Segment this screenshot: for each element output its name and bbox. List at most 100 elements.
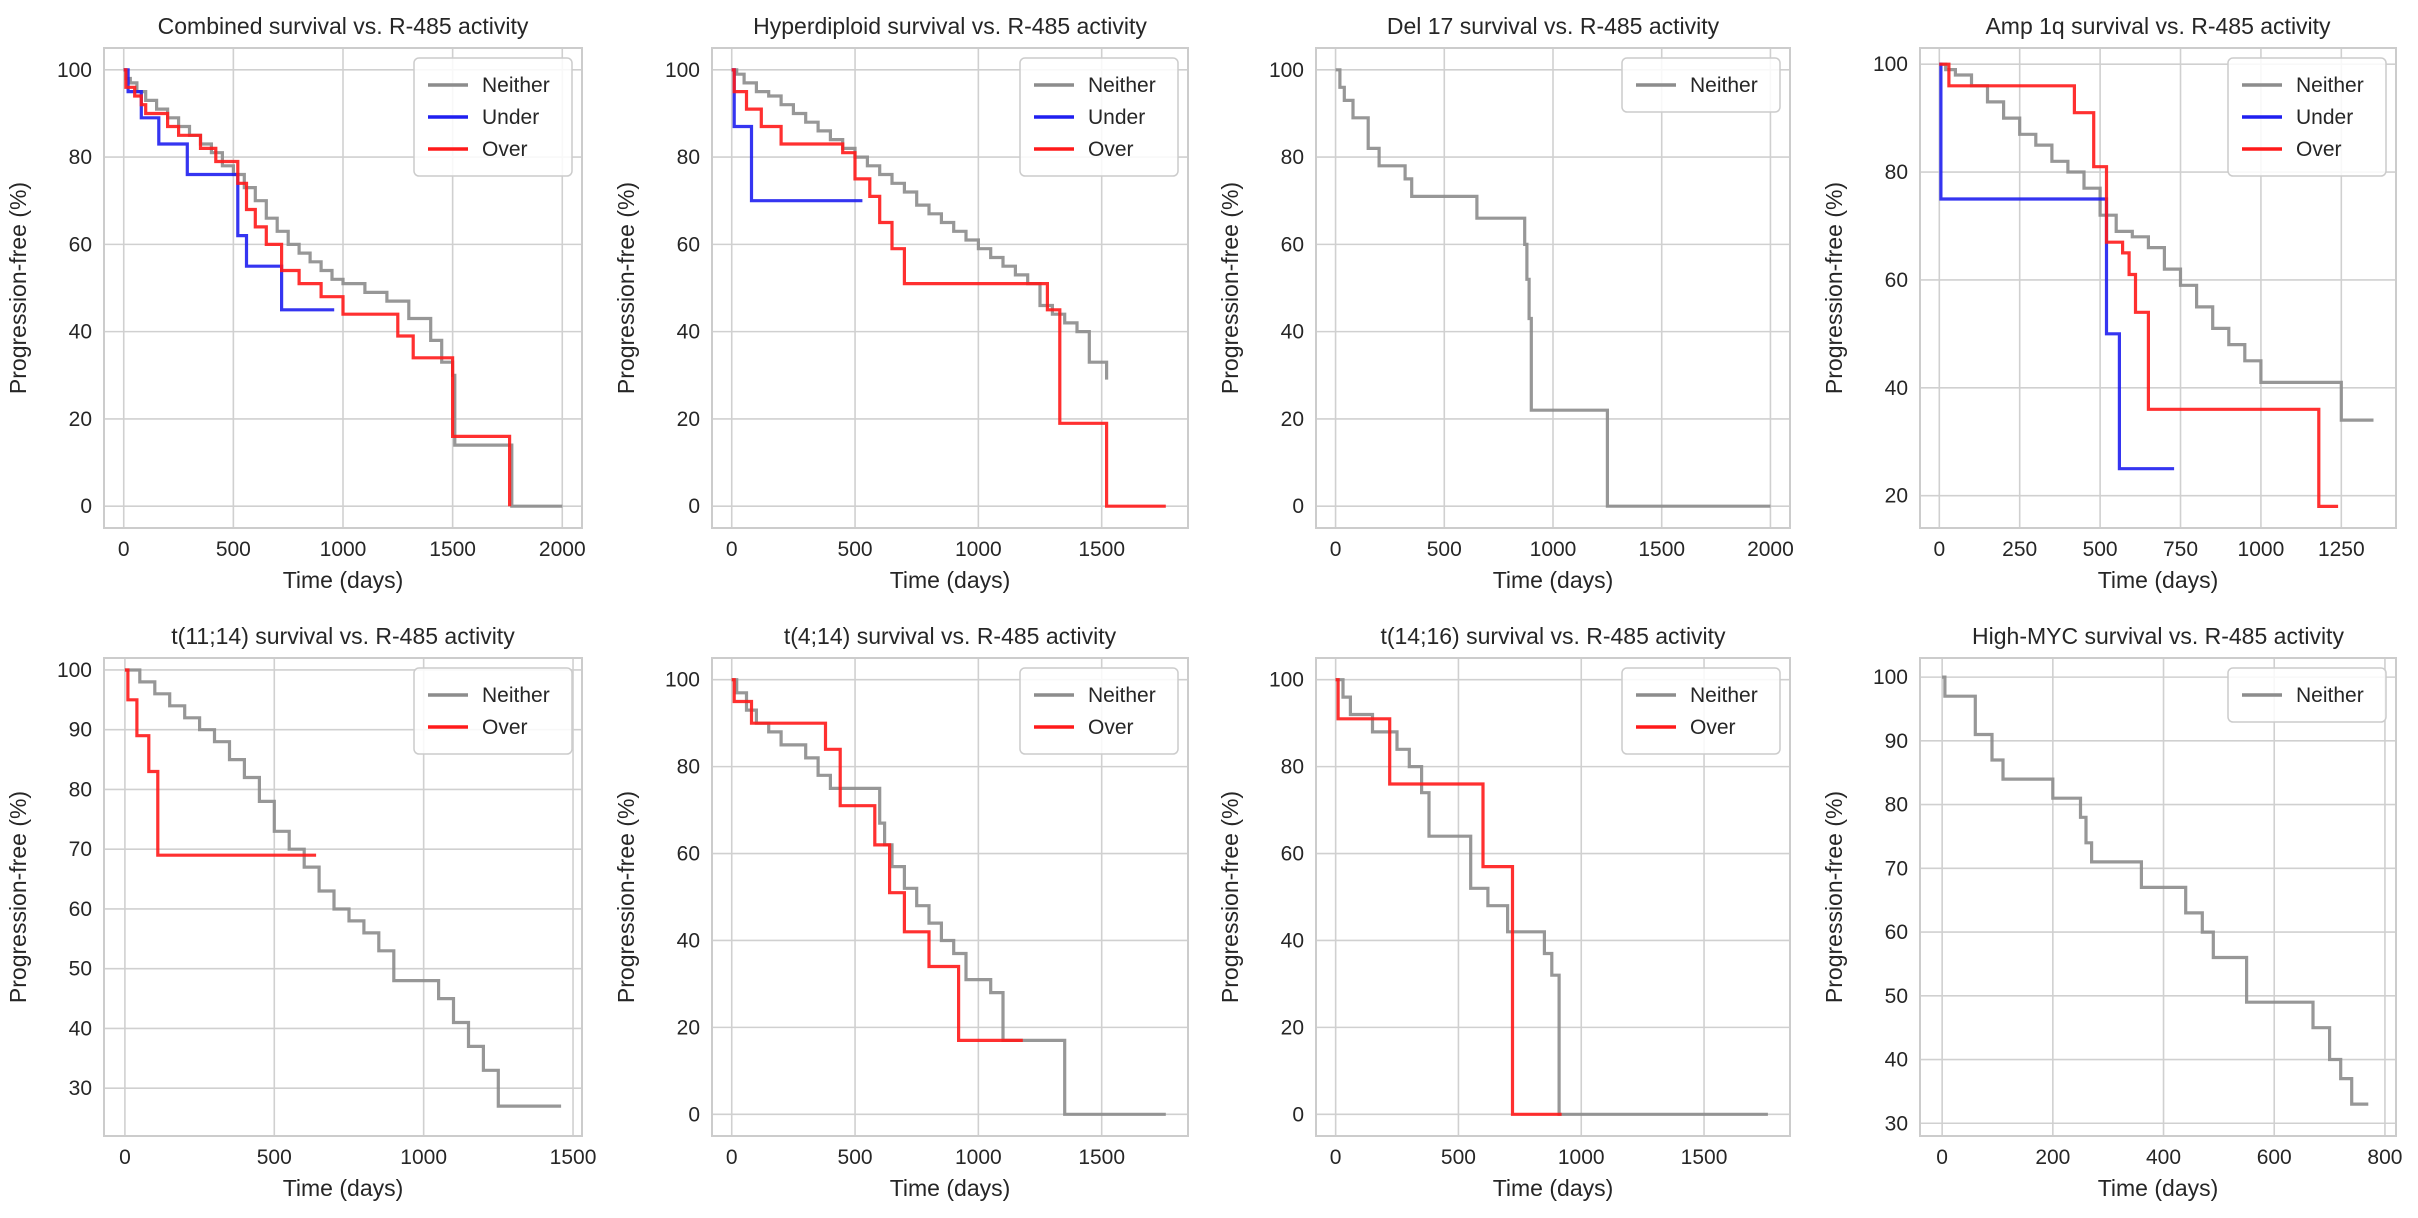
y-tick-label: 50	[1885, 985, 1908, 1008]
legend-label: Under	[1088, 106, 1145, 129]
legend-label: Neither	[482, 684, 550, 707]
plot-frame	[1919, 657, 2397, 1137]
y-axis-label: Progression-free (%)	[1821, 182, 1847, 394]
x-tick-label: 1000	[320, 538, 367, 561]
y-tick-label: 20	[1281, 408, 1304, 431]
legend-label: Over	[1088, 138, 1134, 161]
series-line-neither	[1335, 68, 1771, 508]
y-axis-label: Progression-free (%)	[613, 791, 639, 1003]
x-axis-label: Time (days)	[2098, 1175, 2219, 1201]
y-tick-label: 60	[1281, 233, 1304, 256]
chart-panel-7: 0 500 1000 1500 0 20 40 60 80 100 t(14;16) surviva…	[1217, 623, 1791, 1201]
y-axis-label: Progression-free (%)	[5, 791, 31, 1003]
y-tick-label: 100	[1269, 669, 1304, 692]
y-tick-label: 40	[69, 1017, 92, 1040]
y-tick-label: 0	[1292, 495, 1304, 518]
legend-label: Neither	[1690, 74, 1758, 97]
legend-label: Neither	[2296, 74, 2364, 97]
x-tick-label: 2000	[539, 538, 586, 561]
y-tick-label: 30	[1885, 1112, 1908, 1135]
x-tick-label: 0	[1330, 538, 1342, 561]
legend-label: Over	[1690, 716, 1736, 739]
y-tick-label: 40	[1281, 321, 1304, 344]
y-tick-label: 60	[1885, 921, 1908, 944]
y-tick-label: 60	[677, 233, 700, 256]
x-tick-label: 1500	[550, 1146, 597, 1169]
x-tick-label: 500	[1441, 1146, 1476, 1169]
x-axis-label: Time (days)	[1493, 1175, 1614, 1201]
series-line-neither	[1939, 62, 2374, 422]
x-tick-label: 1000	[955, 538, 1002, 561]
x-tick-label: 1000	[400, 1146, 447, 1169]
y-tick-label: 60	[1281, 843, 1304, 866]
x-tick-label: 0	[1330, 1146, 1342, 1169]
legend-label: Under	[2296, 106, 2353, 129]
x-tick-label: 800	[2367, 1146, 2402, 1169]
y-tick-label: 100	[1873, 53, 1908, 76]
legend-box	[1621, 57, 1781, 113]
y-tick-label: 100	[57, 59, 92, 82]
x-axis-label: Time (days)	[1493, 567, 1614, 593]
legend-label: Over	[2296, 138, 2342, 161]
y-tick-label: 100	[57, 659, 92, 682]
x-tick-label: 500	[1427, 538, 1462, 561]
y-tick-label: 80	[677, 146, 700, 169]
series-line-over	[1335, 678, 1562, 1116]
plot-frame	[711, 657, 1189, 1137]
y-tick-label: 70	[69, 838, 92, 861]
series-line-under	[1939, 62, 2175, 471]
legend: Neither Over	[1019, 667, 1179, 755]
plot-frame	[1919, 47, 2397, 529]
plot-frame	[1315, 657, 1791, 1137]
x-tick-label: 500	[2083, 538, 2118, 561]
legend-label: Neither	[2296, 684, 2364, 707]
y-tick-label: 20	[1885, 485, 1908, 508]
legend-box	[413, 667, 573, 755]
y-axis-label: Progression-free (%)	[1217, 791, 1243, 1003]
x-tick-label: 1000	[1558, 1146, 1605, 1169]
chart-panel-2: 0 500 1000 1500 0 20 40 60 80 100 Hyperdiploid sur…	[613, 13, 1189, 593]
x-axis-label: Time (days)	[890, 1175, 1011, 1201]
x-tick-label: 500	[838, 538, 873, 561]
legend: Neither	[2227, 667, 2387, 723]
series-line-over	[124, 668, 317, 857]
y-tick-label: 0	[1292, 1103, 1304, 1126]
chart-title: t(14;16) survival vs. R-485 activity	[1380, 623, 1726, 649]
y-tick-label: 60	[69, 233, 92, 256]
series-line-neither	[1942, 675, 2369, 1106]
plot-frame	[1315, 47, 1791, 529]
y-tick-label: 80	[1281, 146, 1304, 169]
x-tick-label: 500	[216, 538, 251, 561]
series-line-neither	[124, 668, 562, 1108]
x-tick-label: 1000	[955, 1146, 1002, 1169]
legend: Neither Over	[413, 667, 573, 755]
plot-frame	[103, 657, 583, 1137]
y-tick-label: 30	[69, 1077, 92, 1100]
legend-label: Under	[482, 106, 539, 129]
y-tick-label: 100	[1873, 666, 1908, 689]
chart-title: High-MYC survival vs. R-485 activity	[1972, 623, 2344, 649]
y-tick-label: 40	[677, 929, 700, 952]
x-tick-label: 750	[2163, 538, 2198, 561]
y-axis-label: Progression-free (%)	[5, 182, 31, 394]
y-tick-label: 40	[1885, 377, 1908, 400]
y-tick-label: 0	[688, 495, 700, 518]
y-tick-label: 50	[69, 958, 92, 981]
x-tick-label: 400	[2146, 1146, 2181, 1169]
y-axis-label: Progression-free (%)	[613, 182, 639, 394]
y-tick-label: 40	[1281, 929, 1304, 952]
x-axis-label: Time (days)	[2098, 567, 2219, 593]
series-line-over	[1939, 62, 2339, 508]
legend-box	[2227, 667, 2387, 723]
series-line-neither	[123, 68, 563, 508]
legend-box	[1019, 57, 1179, 177]
legend-label: Neither	[1088, 74, 1156, 97]
y-tick-label: 80	[69, 146, 92, 169]
chart-title: Combined survival vs. R-485 activity	[158, 13, 529, 39]
chart-panel-5: 0 500 1000 1500 30 40 50 60 70 80 90 100 t(11;14) su…	[5, 623, 596, 1201]
plot-frame	[711, 47, 1189, 529]
legend: Neither	[1621, 57, 1781, 113]
chart-title: Hyperdiploid survival vs. R-485 activity	[753, 13, 1147, 39]
series-line-neither	[731, 68, 1109, 380]
y-axis-label: Progression-free (%)	[1217, 182, 1243, 394]
